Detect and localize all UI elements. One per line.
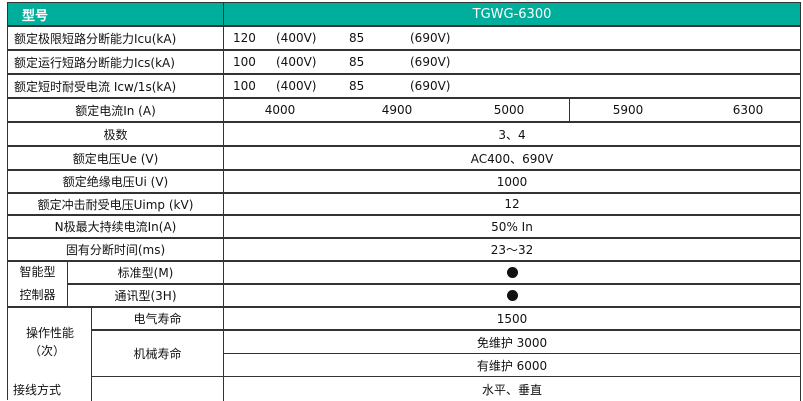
electrical-label: 电气寿命 [91, 307, 224, 330]
header-label: 型号 [7, 2, 224, 26]
ui-value: 1000 [223, 170, 801, 193]
in-value: 5900 [612, 103, 644, 117]
mechanical-label: 机械寿命 [91, 330, 224, 377]
icu-v2: 85 [349, 31, 365, 45]
operation-label: 操作性能 （次） 接线方式 [7, 307, 92, 400]
icw-label: 额定短时耐受电流 Icw/1s(kA) [7, 74, 224, 98]
icw-value: 100 (400V) 85 (690V) [223, 74, 801, 98]
ics-u2: (690V) [410, 55, 451, 69]
controller-comm: 通讯型(3H) [67, 284, 224, 307]
filled-circle-icon [506, 290, 518, 301]
header-model: TGWG-6300 [223, 2, 801, 26]
icu-value: 120 (400V) 85 (690V) [223, 26, 801, 50]
comm-mark [223, 284, 801, 307]
poles-label: 极数 [7, 122, 224, 146]
in-label: 额定电流In (A) [7, 98, 224, 122]
nmax-label: N极最大持续电流In(A) [7, 215, 224, 238]
operation-label-line2: （次） [28, 344, 66, 358]
nmax-value: 50% In [223, 215, 801, 238]
poles-value: 3、4 [223, 122, 801, 146]
electrical-value: 1500 [223, 307, 801, 330]
icu-u2: (690V) [410, 31, 451, 45]
controller-standard: 标准型(M) [67, 261, 224, 284]
ue-value: AC400、690V [223, 146, 801, 170]
in-values-b: 5900 6300 [569, 98, 801, 122]
operation-label-line1: 操作性能 [25, 326, 75, 340]
wiring-blank [91, 376, 224, 401]
uimp-value: 12 [223, 193, 801, 215]
uimp-label: 额定冲击耐受电压Uimp (kV) [7, 193, 224, 215]
break-time-label: 固有分断时间(ms) [7, 238, 224, 261]
ui-label: 额定绝缘电压Ui (V) [7, 170, 224, 193]
filled-circle-icon [506, 267, 518, 278]
wiring-value: 水平、垂直 [223, 376, 801, 401]
ics-value: 100 (400V) 85 (690V) [223, 50, 801, 74]
standard-mark [223, 261, 801, 284]
icu-v1: 120 [233, 31, 256, 45]
maint-value: 有维护 6000 [223, 353, 801, 377]
icu-label: 额定极限短路分断能力Icu(kA) [7, 26, 224, 50]
in-values-a: 4000 4900 5000 [223, 98, 570, 122]
controller-label-line2: 控制器 [19, 288, 56, 302]
icw-v1: 100 [233, 79, 256, 93]
controller-label: 智能型 控制器 [7, 261, 68, 307]
ics-v1: 100 [233, 55, 256, 69]
ue-label: 额定电压Ue (V) [7, 146, 224, 170]
maint-free-value: 免维护 3000 [223, 330, 801, 354]
icw-v2: 85 [349, 79, 365, 93]
icw-u1: (400V) [276, 79, 317, 93]
ics-v2: 85 [349, 55, 365, 69]
icu-u1: (400V) [276, 31, 317, 45]
wiring-label: 接线方式 [13, 383, 62, 397]
controller-label-line1: 智能型 [19, 265, 56, 279]
in-value: 4000 [264, 103, 296, 117]
in-value: 6300 [732, 103, 764, 117]
ics-u1: (400V) [276, 55, 317, 69]
in-value: 4900 [381, 103, 413, 117]
ics-label: 额定运行短路分断能力Ics(kA) [7, 50, 224, 74]
in-value: 5000 [493, 103, 525, 117]
break-time-value: 23～32 [223, 238, 801, 261]
icw-u2: (690V) [410, 79, 451, 93]
